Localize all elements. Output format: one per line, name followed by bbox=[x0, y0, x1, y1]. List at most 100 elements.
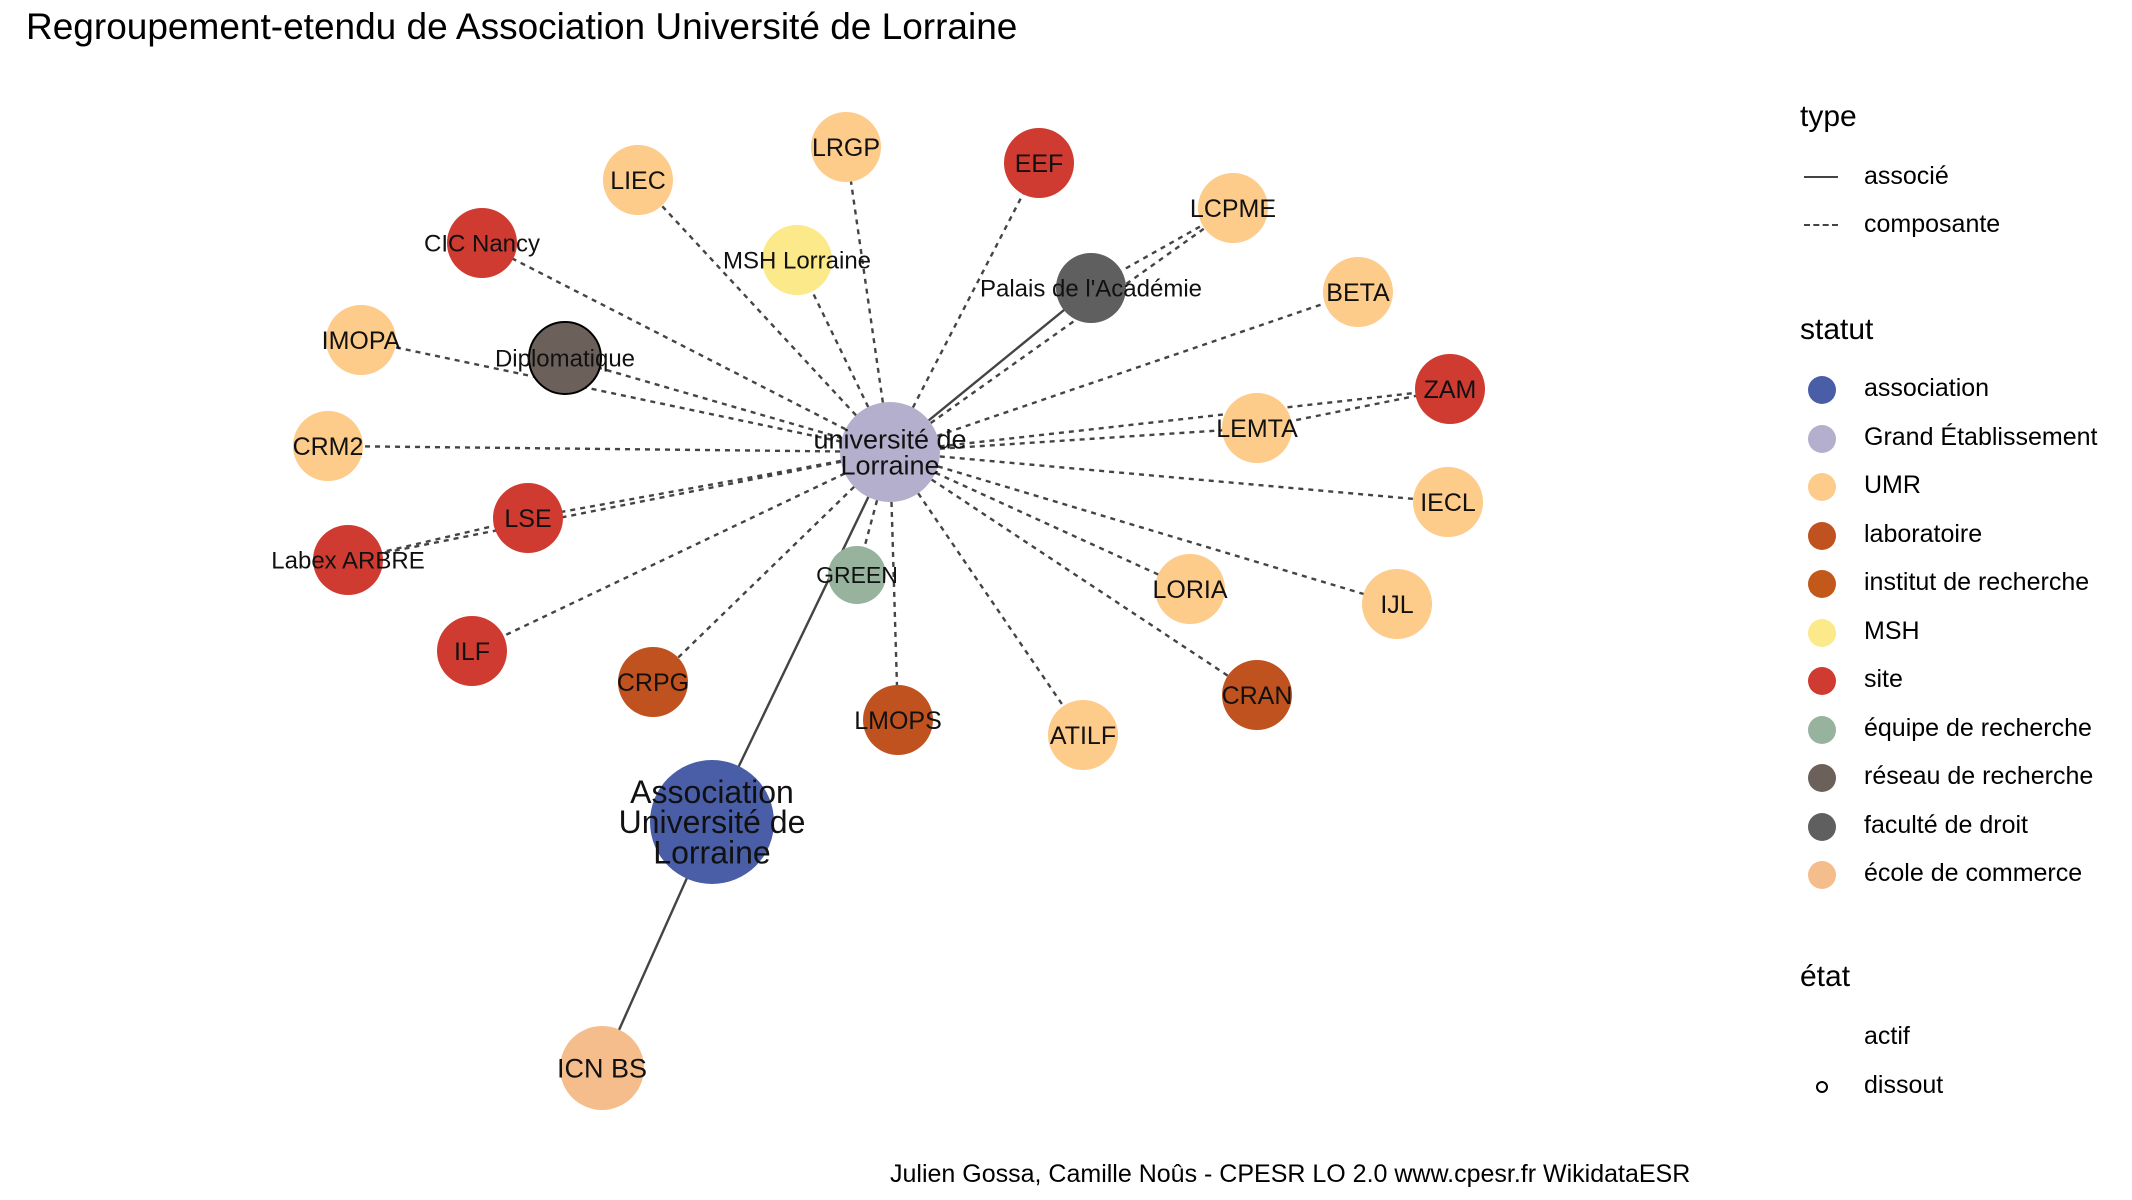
node-ijl: IJL bbox=[1362, 569, 1432, 639]
legend-swatch-icon bbox=[1808, 667, 1836, 695]
edge-ul-lrgp bbox=[844, 146, 892, 453]
legend-swatch-icon bbox=[1808, 618, 1836, 647]
legend-statut-label: MSH bbox=[1864, 616, 1920, 645]
node-labex: Labex ARBRE bbox=[271, 525, 425, 595]
legend-statut-label: Grand Établissement bbox=[1864, 422, 2098, 451]
node-label-crm2: CRM2 bbox=[293, 433, 364, 461]
page-title: Regroupement-etendu de Association Unive… bbox=[26, 6, 1018, 47]
node-crpg: CRPG bbox=[617, 647, 689, 717]
node-label-icn: ICN BS bbox=[557, 1053, 647, 1083]
legend-statut-label: école de commerce bbox=[1864, 859, 2083, 887]
node-cic: CIC Nancy bbox=[424, 208, 540, 278]
solid-line-icon bbox=[1804, 176, 1838, 178]
node-label-palais: Palais de l'Académie bbox=[980, 275, 1202, 302]
node-circle-crpg bbox=[618, 647, 688, 717]
legend-etat-actif: actif bbox=[1800, 1018, 2130, 1058]
node-circle-beta bbox=[1323, 257, 1393, 327]
edge-ul-eef bbox=[888, 162, 1041, 453]
legend-statut-item: réseau de recherche bbox=[1800, 758, 2130, 798]
node-circle-green bbox=[828, 546, 886, 604]
node-loria: LORIA bbox=[1152, 554, 1228, 624]
node-liec: LIEC bbox=[603, 145, 673, 215]
node-label-lmops: LMOPS bbox=[854, 707, 942, 735]
legend-statut-label: association bbox=[1864, 374, 1990, 402]
legend-swatch-icon bbox=[1808, 376, 1836, 404]
edge-ul-ilf bbox=[471, 450, 891, 653]
legend-statut-item: MSH bbox=[1800, 613, 2130, 653]
node-circle-palais bbox=[1056, 253, 1126, 323]
edge-ul-lse bbox=[527, 450, 891, 520]
legend-swatch-icon bbox=[1808, 812, 1836, 841]
node-label-cic: CIC Nancy bbox=[424, 230, 540, 257]
edge-ul-atilf bbox=[889, 451, 1084, 736]
node-circle-diplo bbox=[528, 321, 602, 395]
edge-ul-lcpme bbox=[889, 207, 1234, 453]
node-green: GREEN bbox=[816, 546, 898, 604]
legend-statut-item: site bbox=[1800, 661, 2130, 701]
node-icn: ICN BS bbox=[557, 1026, 647, 1110]
node-label-imopa: IMOPA bbox=[322, 327, 401, 355]
legend-swatch-icon bbox=[1808, 861, 1836, 889]
node-label-aul-2: Lorraine bbox=[653, 835, 770, 871]
legend-type-composante: composante bbox=[1800, 206, 2130, 246]
node-lcpme: LCPME bbox=[1190, 173, 1276, 243]
node-lrgp: LRGP bbox=[811, 112, 881, 182]
node-zam: ZAM bbox=[1415, 354, 1485, 424]
legend-statut-item: institut de recherche bbox=[1800, 564, 2130, 604]
edge-aul-ul bbox=[710, 451, 892, 823]
edge-ul-cran bbox=[889, 450, 1258, 697]
legend-statut-item: association bbox=[1800, 370, 2130, 410]
legend-swatch-icon bbox=[1808, 473, 1836, 501]
node-circle-lrgp bbox=[811, 112, 881, 182]
nodes-layer: université deLorraineAssociationUniversi… bbox=[271, 112, 1485, 1110]
legend-statut-item: laboratoire bbox=[1800, 516, 2130, 556]
edge-ul-ijl bbox=[889, 450, 1398, 606]
legend-statut-title: statut bbox=[1800, 313, 1874, 346]
node-label-ul-1: Lorraine bbox=[840, 450, 939, 480]
node-label-lemta: LEMTA bbox=[1216, 415, 1298, 443]
legend-statut-label: laboratoire bbox=[1864, 519, 1983, 548]
node-circle-labex bbox=[313, 525, 383, 595]
edge-ul-liec bbox=[637, 179, 891, 453]
edge-ul-lemta bbox=[889, 426, 1258, 454]
node-crm2: CRM2 bbox=[293, 411, 364, 481]
legend-statut-item: équipe de recherche bbox=[1800, 710, 2130, 750]
node-imopa: IMOPA bbox=[322, 305, 401, 375]
edge-ul-zam bbox=[889, 387, 1451, 454]
node-label-labex: Labex ARBRE bbox=[271, 547, 424, 574]
edge-ul-crm2 bbox=[327, 444, 891, 454]
node-label-zam: ZAM bbox=[1424, 376, 1477, 404]
node-ilf: ILF bbox=[437, 616, 507, 686]
node-label-ilf: ILF bbox=[454, 638, 490, 666]
edge-ul-cic bbox=[481, 241, 891, 454]
node-diplo: Diplomatique bbox=[495, 321, 635, 395]
legend-statut-label: UMR bbox=[1864, 471, 1921, 499]
node-label-loria: LORIA bbox=[1152, 576, 1227, 604]
legend-statut-label: réseau de recherche bbox=[1864, 762, 2094, 790]
node-label-crpg: CRPG bbox=[617, 669, 689, 697]
legend-statut-item: faculté de droit bbox=[1800, 807, 2130, 847]
node-circle-ul bbox=[840, 402, 940, 502]
edges-layer bbox=[327, 146, 1451, 1069]
node-label-liec: LIEC bbox=[610, 167, 666, 195]
node-beta: BETA bbox=[1323, 257, 1393, 327]
ring-icon bbox=[1816, 1081, 1828, 1093]
legend-statut-label: faculté de droit bbox=[1864, 810, 2028, 839]
node-label-lrgp: LRGP bbox=[812, 134, 880, 162]
node-label-ijl: IJL bbox=[1380, 591, 1413, 619]
node-circle-crm2 bbox=[293, 411, 363, 481]
dashed-line-icon bbox=[1804, 224, 1838, 226]
legend-type-title: type bbox=[1800, 100, 1857, 133]
node-circle-eef bbox=[1004, 128, 1074, 198]
node-label-lse: LSE bbox=[504, 505, 551, 533]
caption: Julien Gossa, Camille Noûs - CPESR LO 2.… bbox=[890, 1160, 1691, 1188]
node-palais: Palais de l'Académie bbox=[980, 253, 1202, 323]
node-label-ul-0: université de bbox=[813, 425, 966, 455]
node-label-msh: MSH Lorraine bbox=[723, 247, 871, 274]
legend-type-composante-label: composante bbox=[1864, 210, 2001, 238]
legend-statut-item: UMR bbox=[1800, 467, 2130, 507]
node-circle-zam bbox=[1415, 354, 1485, 424]
